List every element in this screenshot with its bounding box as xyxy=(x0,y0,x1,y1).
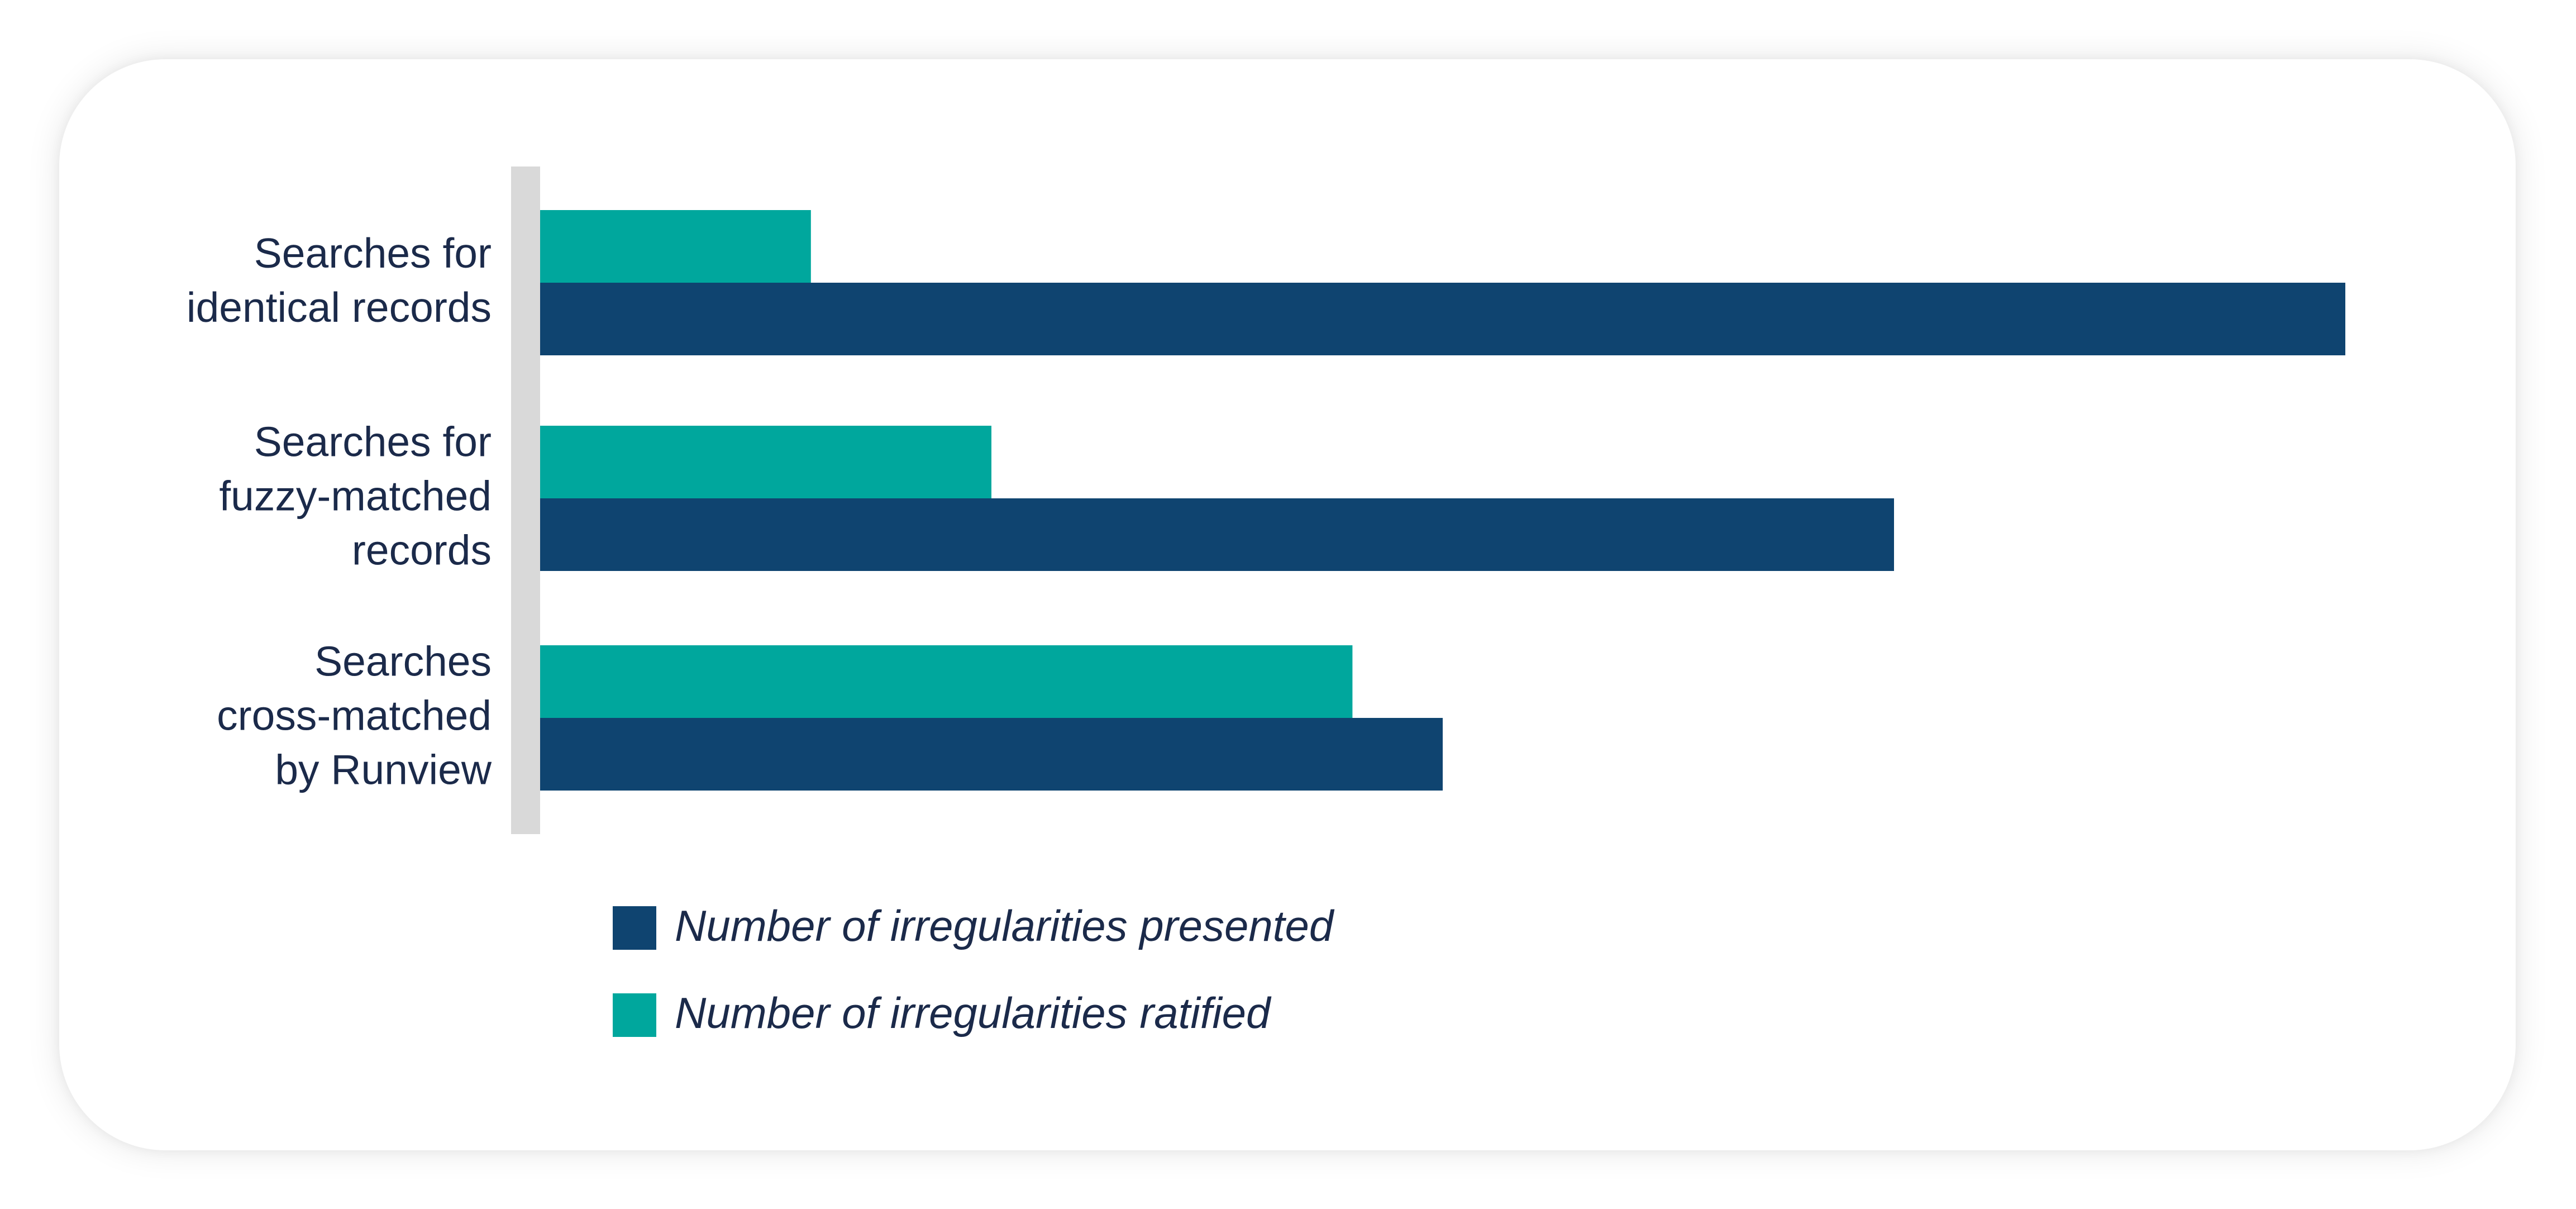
legend-label-presented: Number of irregularities presented xyxy=(675,901,1335,950)
bar-presented-2 xyxy=(540,718,1443,791)
bar-ratified-2 xyxy=(540,645,1353,718)
category-labels: Searches for identical records Searches fo… xyxy=(187,230,492,793)
category-label-1: Searches for fuzzy-matched records xyxy=(219,418,492,573)
legend: Number of irregularities presented Number… xyxy=(613,901,1335,1037)
legend-swatch-ratified xyxy=(613,993,656,1037)
legend-swatch-presented xyxy=(613,906,656,950)
bar-presented-1 xyxy=(540,498,1894,571)
y-axis-line xyxy=(511,166,540,834)
bar-ratified-0 xyxy=(540,210,811,283)
chart-card xyxy=(59,59,2516,1150)
category-label-0: Searches for identical records xyxy=(187,230,492,331)
legend-label-ratified: Number of irregularities ratified xyxy=(675,988,1272,1037)
category-label-2: Searches cross-matched by Runview xyxy=(217,637,492,793)
bar-presented-0 xyxy=(540,283,2345,355)
bars-layer xyxy=(540,210,2345,791)
bar-ratified-1 xyxy=(540,426,991,498)
